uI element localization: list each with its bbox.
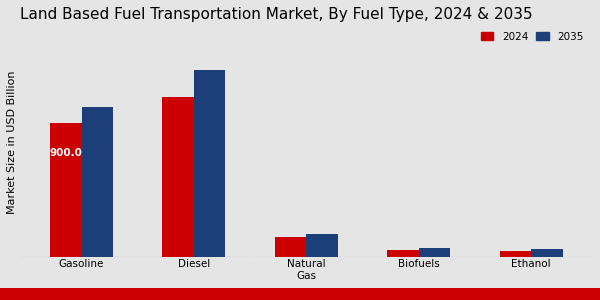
Legend: 2024, 2035: 2024, 2035	[477, 28, 588, 46]
Bar	[50, 124, 82, 257]
Bar	[388, 250, 419, 257]
Bar	[307, 234, 338, 257]
Bar	[82, 107, 113, 257]
Bar	[275, 237, 307, 257]
Bar	[194, 70, 226, 257]
Text: 900.0: 900.0	[49, 148, 82, 158]
Bar	[500, 251, 531, 257]
Bar	[531, 249, 563, 257]
Y-axis label: Market Size in USD Billion: Market Size in USD Billion	[7, 70, 17, 214]
Text: Land Based Fuel Transportation Market, By Fuel Type, 2024 & 2035: Land Based Fuel Transportation Market, B…	[20, 7, 532, 22]
Bar	[419, 248, 450, 257]
Bar	[163, 97, 194, 257]
